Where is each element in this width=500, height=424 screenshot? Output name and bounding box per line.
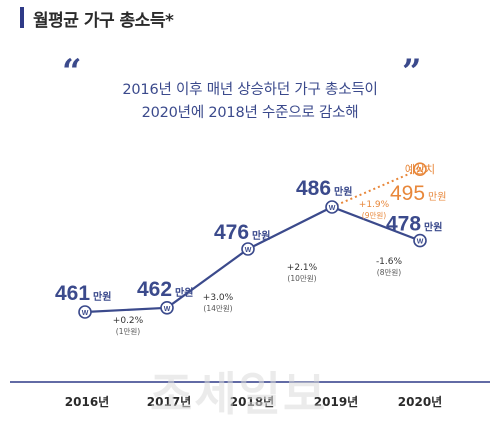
forecast-point [413,162,427,176]
x-tick-label-4: 2020년 [398,395,442,409]
data-point-1-label: W [164,306,171,313]
change-abs-3: (8만원) [377,268,401,277]
value-label-0: 461 만원 [55,282,111,305]
data-point-0-label: W [82,310,89,317]
change-pct-3: -1.6% [376,257,403,267]
data-point-4 [413,233,427,248]
value-label-3: 486 만원 [296,177,352,200]
forecast-point-label: W [417,167,424,174]
data-point-4-label: W [417,239,424,246]
change-pct-0: +0.2% [113,316,144,326]
close-quote-icon: ” [402,52,422,92]
x-tick-label-2: 2018년 [230,395,274,409]
open-quote-icon: “ [62,52,82,92]
value-label-1: 462 만원 [137,278,193,301]
change-pct-2: +2.1% [287,263,318,273]
quote-line-2: 2020년에 2018년 수준으로 감소해 [141,105,359,121]
watermark-logo: 조세일보 [150,367,328,421]
data-point-1 [160,300,174,315]
value-label-2: 476 만원 [214,221,270,244]
x-tick-label-1: 2017년 [147,395,191,409]
forecast-value: 495 만원 [390,182,446,205]
forecast-change-abs: (9만원) [362,211,386,220]
title-accent-bar [20,7,24,28]
quote-line-1: 2016년 이후 매년 상승하던 가구 총소득이 [122,82,378,98]
x-tick-label-3: 2019년 [314,395,358,409]
data-point-2 [241,242,255,256]
forecast-line [331,168,421,208]
x-tick-label-0: 2016년 [65,395,109,409]
value-label-4: 478 만원 [386,213,442,236]
data-point-2-label: W [245,247,252,254]
change-abs-1: (14만원) [203,304,232,313]
data-point-0 [78,305,92,319]
data-point-3-label: W [329,205,336,212]
change-abs-2: (10만원) [287,274,316,283]
change-abs-0: (1만원) [116,327,140,336]
forecast-change-pct: +1.9% [359,200,390,210]
page-title: 월평균 가구 총소득* [33,11,174,31]
forecast-title: 예상치 [405,163,435,176]
data-point-3 [325,200,339,214]
series-line [84,205,421,314]
change-pct-1: +3.0% [203,293,234,303]
